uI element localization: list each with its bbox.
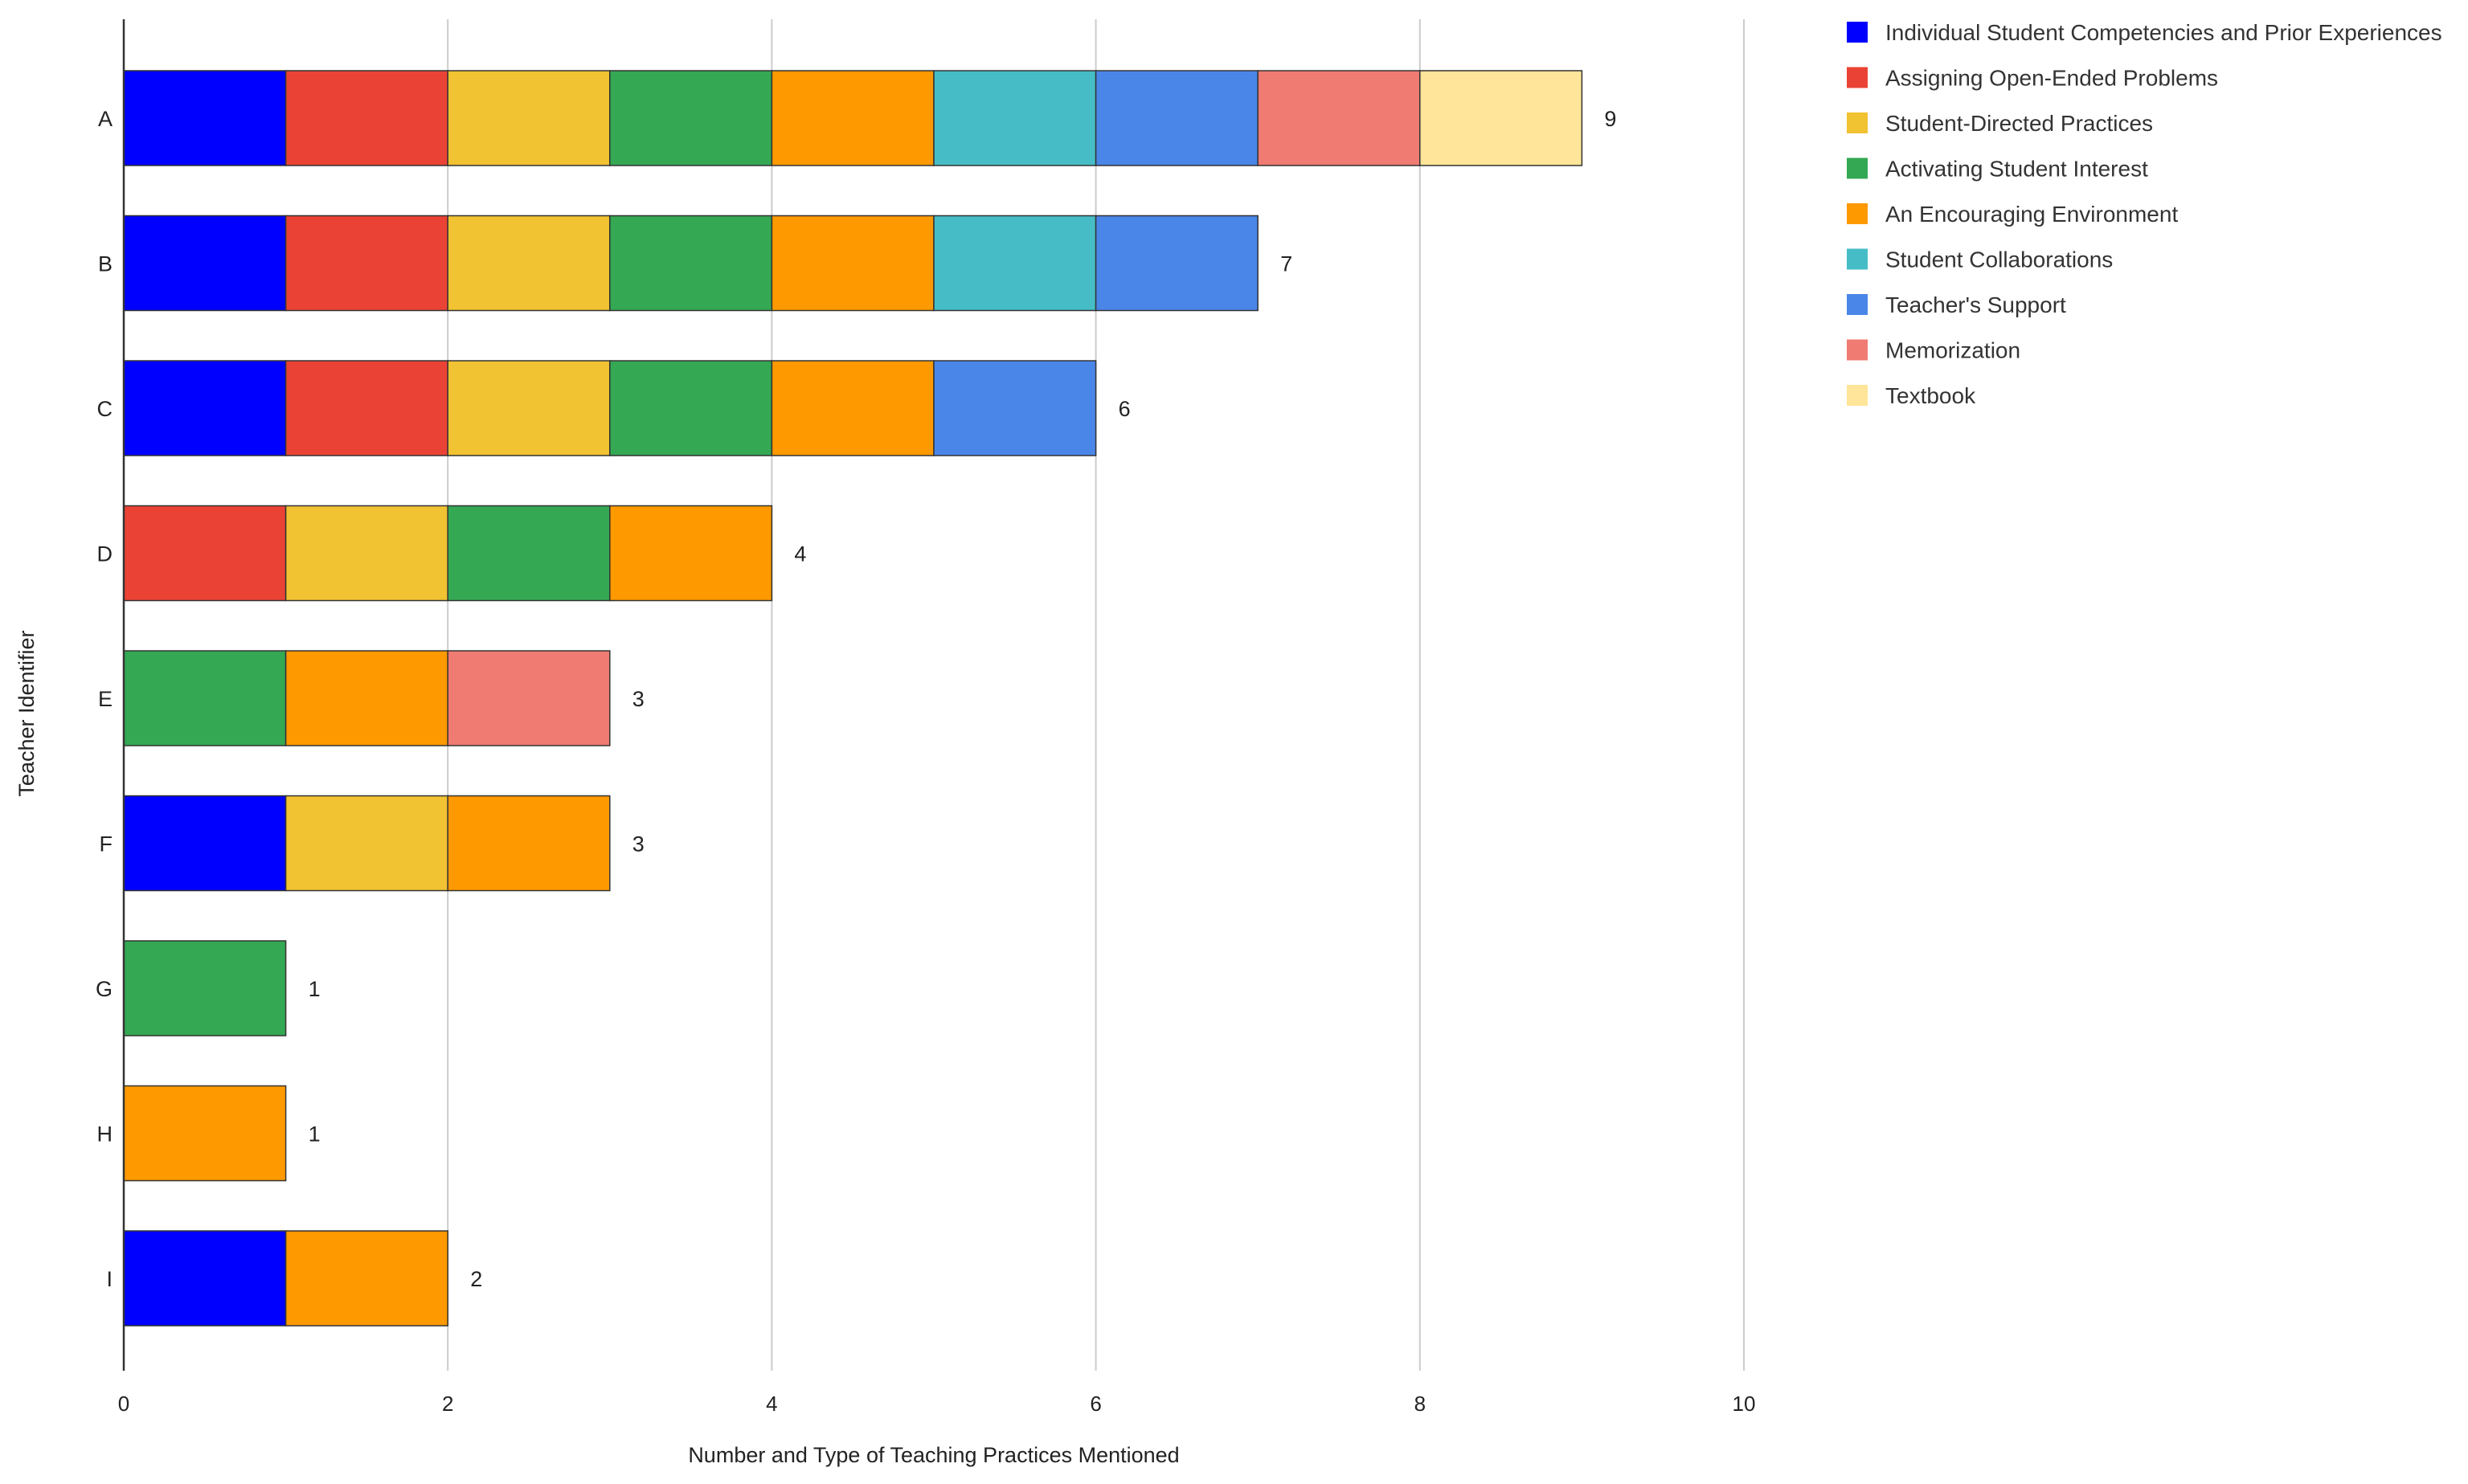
bar-A-series-5 <box>933 70 1097 166</box>
y-tick-label-B: B <box>98 252 113 276</box>
bar-C-series-2 <box>447 360 611 456</box>
legend-swatch-3 <box>1847 157 1868 179</box>
bar-I-series-0 <box>123 1230 287 1327</box>
legend-label-1: Assigning Open-Ended Problems <box>1885 66 2218 91</box>
bar-C-series-3 <box>609 360 773 456</box>
legend-swatch-7 <box>1847 339 1868 361</box>
bar-F-series-4 <box>447 795 611 892</box>
total-label-C: 6 <box>1119 397 1131 421</box>
total-label-I: 2 <box>470 1267 482 1291</box>
bar-A-series-7 <box>1257 70 1421 166</box>
bar-E-series-4 <box>284 650 448 746</box>
bar-A-series-2 <box>447 70 611 166</box>
bar-B-series-1 <box>284 215 448 312</box>
bar-F-series-0 <box>123 795 287 892</box>
bar-I-series-4 <box>284 1230 448 1327</box>
legend-label-2: Student-Directed Practices <box>1885 111 2153 136</box>
bar-F-series-2 <box>284 795 448 892</box>
legend-swatch-5 <box>1847 248 1868 270</box>
x-axis-title: Number and Type of Teaching Practices Me… <box>688 1443 1179 1467</box>
legend: Individual Student Competencies and Prio… <box>1847 20 2442 408</box>
x-tick-label-6: 6 <box>1090 1392 1101 1416</box>
bar-B-series-0 <box>123 215 287 312</box>
y-tick-label-H: H <box>97 1122 113 1147</box>
y-tick-label-D: D <box>97 542 113 566</box>
bar-G-series-3 <box>123 940 287 1036</box>
legend-swatch-8 <box>1847 385 1868 406</box>
total-label-H: 1 <box>309 1122 321 1147</box>
legend-swatch-1 <box>1847 67 1868 88</box>
total-label-B: 7 <box>1280 252 1292 276</box>
bar-A-series-8 <box>1419 70 1583 166</box>
bar-B-series-6 <box>1095 215 1259 312</box>
bar-B-series-4 <box>771 215 935 312</box>
bar-C-series-6 <box>933 360 1097 456</box>
bar-A-series-1 <box>284 70 448 166</box>
bar-D-series-3 <box>447 505 611 602</box>
x-tick-label-2: 2 <box>442 1392 453 1416</box>
bar-E-series-7 <box>447 650 611 746</box>
x-tick-label-4: 4 <box>766 1392 777 1416</box>
bar-C-series-4 <box>771 360 935 456</box>
legend-label-3: Activating Student Interest <box>1885 157 2148 182</box>
total-label-F: 3 <box>632 832 645 856</box>
bar-B-series-5 <box>933 215 1097 312</box>
legend-swatch-4 <box>1847 203 1868 224</box>
total-label-G: 1 <box>309 977 321 1001</box>
legend-label-6: Teacher's Support <box>1885 292 2066 317</box>
legend-label-8: Textbook <box>1885 383 1976 408</box>
legend-swatch-2 <box>1847 112 1868 133</box>
bar-A-series-4 <box>771 70 935 166</box>
bar-B-series-3 <box>609 215 773 312</box>
bar-C-series-1 <box>284 360 448 456</box>
y-axis-title: Teacher Identifier <box>14 630 39 796</box>
x-tick-label-0: 0 <box>118 1392 129 1416</box>
y-tick-label-G: G <box>96 977 113 1001</box>
bar-A-series-3 <box>609 70 773 166</box>
bar-H-series-4 <box>123 1085 287 1182</box>
bar-E-series-3 <box>123 650 287 746</box>
bar-B-series-2 <box>447 215 611 312</box>
bar-C-series-0 <box>123 360 287 456</box>
x-tick-label-10: 10 <box>1733 1392 1756 1416</box>
legend-label-0: Individual Student Competencies and Prio… <box>1885 20 2442 45</box>
legend-label-5: Student Collaborations <box>1885 247 2113 272</box>
y-tick-label-E: E <box>98 687 113 711</box>
bar-A-series-6 <box>1095 70 1259 166</box>
bar-D-series-2 <box>284 505 448 602</box>
bar-D-series-4 <box>609 505 773 602</box>
legend-label-7: Memorization <box>1885 338 2020 363</box>
bars <box>123 70 1583 1327</box>
legend-swatch-0 <box>1847 22 1868 43</box>
bar-D-series-1 <box>123 505 287 602</box>
y-tick-label-F: F <box>100 832 113 856</box>
labels: 0 2 4 6 8 10 A 9 B 7 C 6 D 4 E 3 F 3 G 1 H 1 I 2 <box>96 107 1755 1416</box>
y-tick-label-A: A <box>98 107 113 131</box>
y-tick-label-I: I <box>106 1267 113 1291</box>
legend-swatch-6 <box>1847 294 1868 315</box>
total-label-D: 4 <box>794 542 806 566</box>
y-tick-label-C: C <box>97 397 113 421</box>
total-label-A: 9 <box>1604 107 1616 131</box>
legend-label-4: An Encouraging Environment <box>1885 202 2178 227</box>
total-label-E: 3 <box>632 687 645 711</box>
bar-A-series-0 <box>123 70 287 166</box>
x-tick-label-8: 8 <box>1414 1392 1426 1416</box>
